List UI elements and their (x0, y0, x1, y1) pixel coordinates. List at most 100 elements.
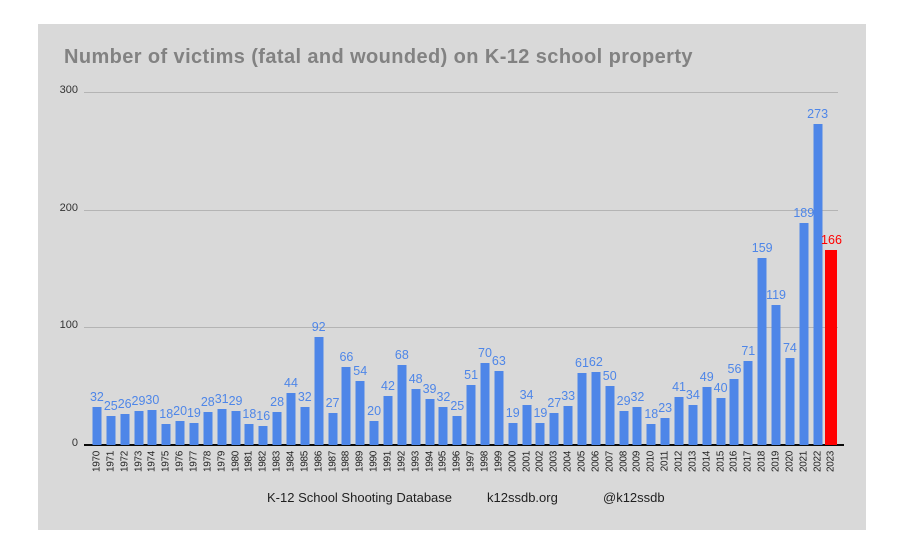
x-tick-label-2003: 2003 (548, 451, 560, 473)
bar-slot-2017: 71 (741, 92, 755, 445)
bar-value-label-2008: 29 (616, 393, 631, 408)
x-tick-slot-2014: 2014 (700, 449, 714, 485)
bar-value-label-1980: 29 (228, 393, 243, 408)
y-tick-label-200: 200 (59, 201, 78, 214)
bar-value-label-2018: 159 (751, 240, 773, 255)
x-tick-slot-2015: 2015 (714, 449, 728, 485)
bar-value-label-2007: 50 (602, 369, 617, 384)
bar-value-label-2017: 71 (741, 344, 756, 359)
x-tick-label-1970: 1970 (91, 451, 103, 473)
x-tick-slot-1994: 1994 (423, 449, 437, 485)
bar-slot-1982: 16 (256, 92, 270, 445)
bar-slot-2019: 119 (766, 92, 786, 445)
bar-value-label-2012: 41 (672, 379, 686, 394)
x-tick-slot-2004: 2004 (561, 449, 575, 485)
x-tick-label-2011: 2011 (659, 451, 671, 472)
x-tick-slot-1986: 1986 (312, 449, 326, 485)
bar-value-label-2019: 119 (766, 287, 786, 302)
x-tick-slot-1985: 1985 (298, 449, 312, 485)
x-tick-label-1988: 1988 (340, 451, 352, 473)
bar-value-label-1990: 20 (367, 404, 382, 419)
bar-value-label-1993: 48 (408, 371, 423, 386)
x-tick-label-2015: 2015 (715, 451, 727, 473)
bar-1970 (92, 407, 102, 445)
x-tick-slot-1979: 1979 (215, 449, 229, 485)
bar-1992 (397, 365, 407, 445)
bar-slot-2001: 34 (520, 92, 534, 445)
bar-value-label-1976: 20 (173, 404, 188, 419)
x-tick-slot-1978: 1978 (201, 449, 215, 485)
x-tick-label-1992: 1992 (396, 451, 408, 473)
bar-slot-1987: 27 (325, 92, 340, 445)
y-tick-label-300: 300 (59, 84, 78, 96)
x-tick-label-2021: 2021 (798, 451, 810, 473)
x-tick-slot-2011: 2011 (658, 449, 672, 485)
bar-1978 (203, 412, 213, 445)
x-tick-label-2001: 2001 (521, 451, 533, 473)
x-tick-label-1999: 1999 (493, 451, 505, 473)
bar-value-label-1999: 63 (491, 353, 506, 368)
x-tick-slot-2002: 2002 (534, 449, 548, 485)
bar-slot-2003: 27 (547, 92, 561, 445)
bar-value-label-1981: 18 (242, 406, 257, 421)
bar-1989 (355, 381, 365, 445)
x-tick-slot-1977: 1977 (187, 449, 201, 485)
bar-slot-1986: 92 (312, 92, 326, 445)
x-tick-slot-1995: 1995 (436, 449, 450, 485)
bar-value-label-2009: 32 (630, 390, 645, 405)
bar-slot-1993: 48 (409, 92, 423, 445)
bar-slot-2023: 166 (821, 92, 842, 445)
bar-2016 (729, 379, 739, 445)
bar-value-label-2006: 62 (588, 355, 603, 370)
bar-2004 (563, 406, 573, 445)
x-tick-label-1978: 1978 (202, 451, 214, 473)
bar-value-label-1977: 19 (186, 405, 201, 420)
x-tick-label-1986: 1986 (313, 451, 325, 473)
x-tick-slot-2013: 2013 (686, 449, 700, 485)
x-tick-label-1976: 1976 (174, 451, 186, 473)
bar-slot-2009: 32 (630, 92, 645, 445)
bar-2020 (785, 357, 795, 445)
bar-slot-1999: 63 (492, 92, 506, 445)
bar-value-label-1987: 27 (325, 396, 340, 411)
bar-1991 (383, 395, 393, 445)
bar-slot-1981: 18 (242, 92, 256, 445)
bar-slot-1994: 39 (423, 92, 437, 445)
bar-slot-1991: 42 (381, 92, 395, 445)
bar-value-label-2014: 49 (699, 370, 714, 385)
bar-slot-1995: 32 (436, 92, 450, 445)
bar-2008 (619, 410, 629, 445)
x-tick-label-1991: 1991 (382, 451, 394, 473)
x-tick-slot-1999: 1999 (492, 449, 506, 485)
bar-value-label-2004: 33 (561, 389, 576, 404)
bar-slot-1990: 20 (367, 92, 381, 445)
x-tick-label-2009: 2009 (631, 451, 643, 473)
bar-1977 (189, 422, 199, 445)
bar-value-label-2022: 273 (807, 106, 829, 121)
bar-value-label-1994: 39 (422, 382, 437, 397)
x-tick-slot-1983: 1983 (270, 449, 284, 485)
bar-1998 (480, 362, 490, 445)
x-tick-slot-2020: 2020 (783, 449, 797, 485)
x-tick-label-2022: 2022 (812, 451, 824, 473)
bar-value-label-1982: 16 (256, 409, 271, 424)
bar-2021 (799, 222, 809, 445)
bar-value-label-2023: 166 (821, 232, 842, 247)
bar-slot-2006: 62 (589, 92, 603, 445)
bar-2011 (660, 417, 670, 445)
bar-value-label-1970: 32 (89, 390, 104, 405)
bars-row: 32 25 26 29 30 18 20 19 28 31 29 18 16 28 44 32 92 27 66 54… (89, 92, 842, 445)
x-tick-label-2023: 2023 (825, 451, 837, 473)
bar-1981 (244, 423, 254, 445)
chart-panel: Number of victims (fatal and wounded) on… (38, 24, 866, 530)
bar-value-label-1998: 70 (478, 345, 492, 360)
footer-website-text: k12ssdb.org (487, 490, 558, 505)
x-tick-label-1997: 1997 (465, 451, 477, 473)
bar-slot-1992: 68 (395, 92, 409, 445)
x-tick-slot-2005: 2005 (575, 449, 589, 485)
x-tick-label-1995: 1995 (437, 451, 449, 473)
x-tick-slot-1970: 1970 (90, 449, 104, 485)
x-tick-label-2006: 2006 (590, 451, 602, 473)
x-tick-slot-2007: 2007 (603, 449, 617, 485)
x-tick-label-1984: 1984 (285, 451, 297, 473)
